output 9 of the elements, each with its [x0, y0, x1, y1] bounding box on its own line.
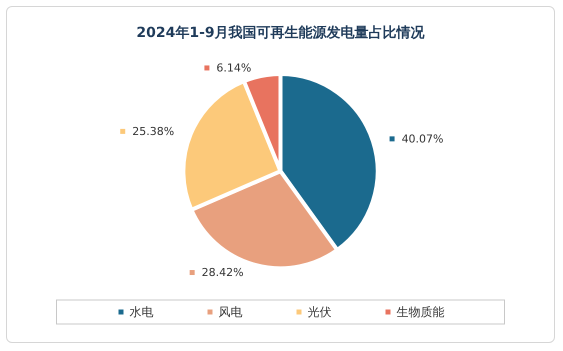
data-label: 40.07%	[394, 132, 444, 146]
legend-label: 生物质能	[396, 305, 444, 319]
data-label: 25.38%	[125, 124, 174, 138]
data-label: 6.14%	[209, 61, 252, 74]
chart-title: 2024年1-9月我国可再生能源发电量占比情况	[136, 25, 426, 41]
legend-label: 光伏	[308, 305, 332, 319]
legend-label: 水电	[130, 305, 154, 319]
data-label: 28.42%	[194, 266, 244, 280]
legend-label: 风电	[218, 305, 242, 319]
